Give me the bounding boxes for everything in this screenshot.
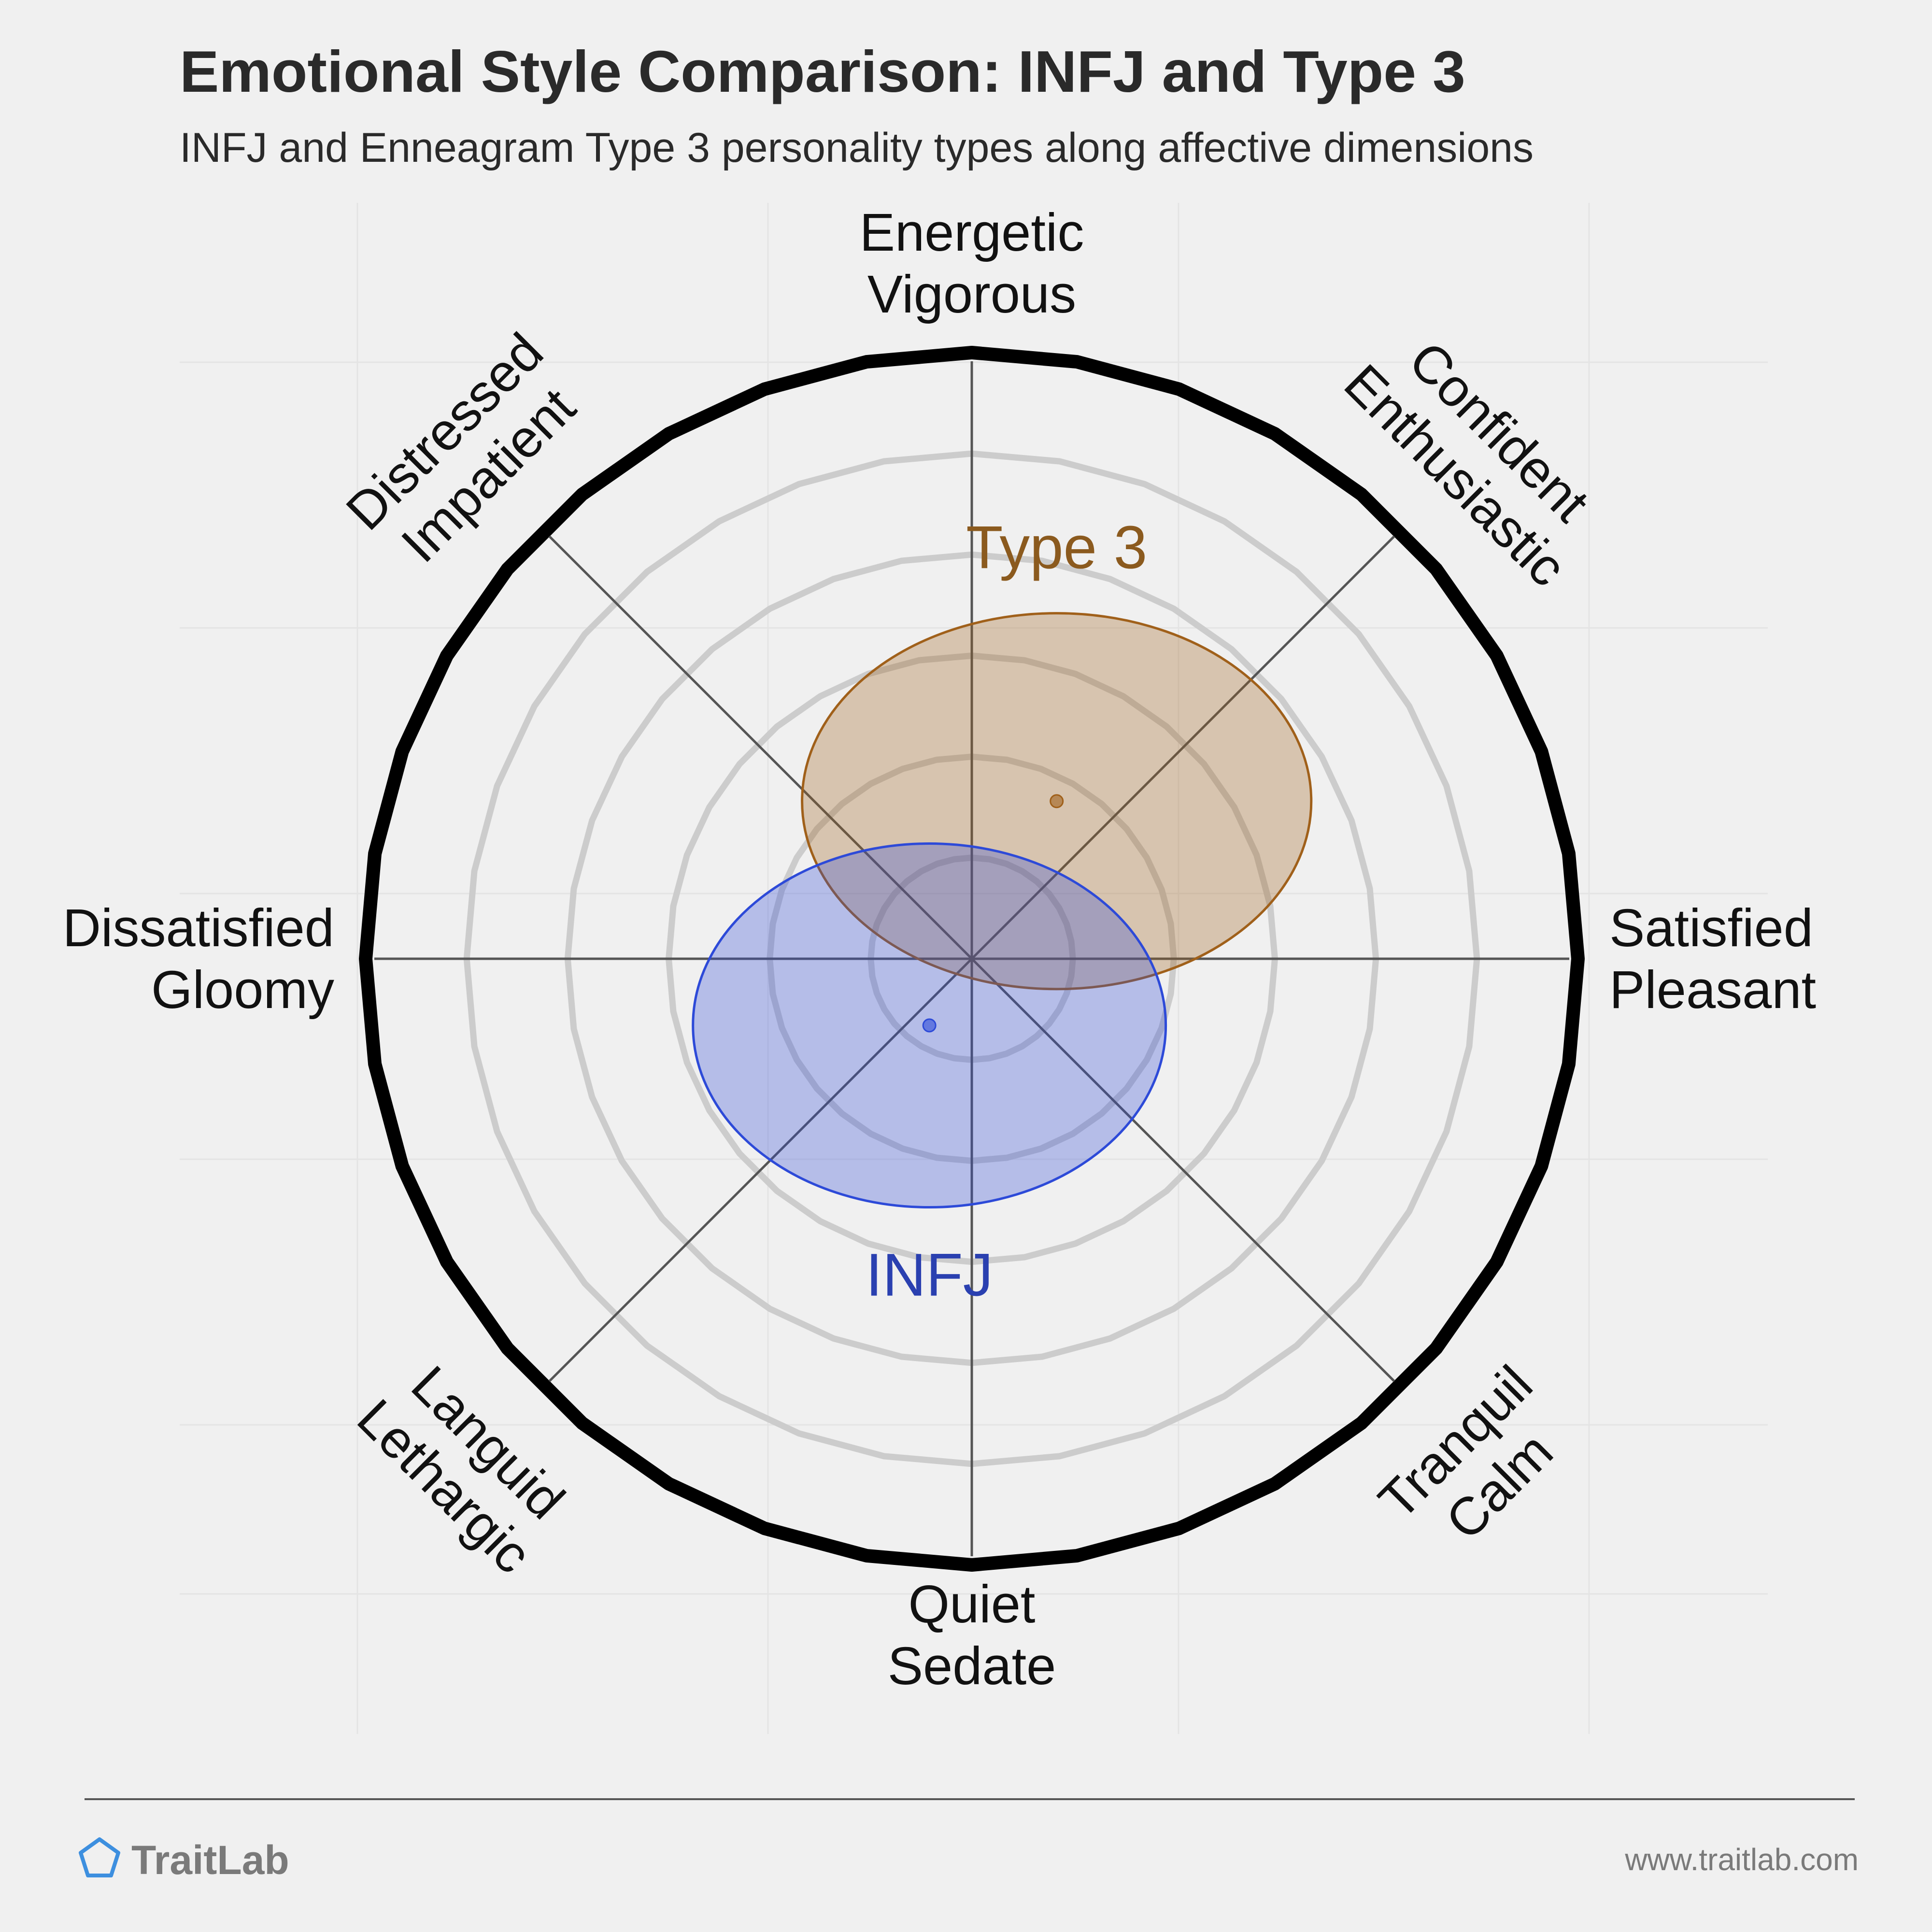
type3-series-label: Type 3 <box>966 514 1147 582</box>
axis-label-0: Energetic Vigorous <box>860 203 1084 324</box>
infj-series-label: INFJ <box>866 1242 993 1309</box>
brand-name: TraitLab <box>131 1837 289 1883</box>
axis-label-text-4: Quiet Sedate <box>888 1575 1056 1696</box>
traitlab-logo-icon <box>79 1837 120 1877</box>
axis-label-6: Dissatisfied Gloomy <box>63 898 334 1020</box>
axis-label-line: Gloomy <box>151 960 334 1020</box>
background-grid <box>180 203 1768 1734</box>
type3-center-point <box>1050 794 1064 809</box>
radar-axes <box>374 361 1569 1556</box>
axis-label-line: Dissatisfied <box>63 898 334 958</box>
axis-label-line: Satisfied <box>1609 898 1813 958</box>
axis-label-text-2: Satisfied Pleasant <box>1609 898 1816 1020</box>
outer-ring <box>359 346 1585 1572</box>
website-url: www.traitlab.com <box>1624 1842 1859 1877</box>
axis-label-line: Vigorous <box>867 265 1076 324</box>
axis-label-line: Sedate <box>888 1636 1056 1696</box>
axis-label-line: Energetic <box>860 203 1084 262</box>
series-layer: Type 3 INFJ <box>692 514 1313 1309</box>
chart-subtitle: INFJ and Enneagram Type 3 personality ty… <box>180 125 1534 171</box>
axis-label-text-0: Energetic Vigorous <box>860 203 1084 324</box>
infj-center-point <box>922 1018 937 1033</box>
axis-label-text-6: Dissatisfied Gloomy <box>63 898 334 1020</box>
axis-label-4: Quiet Sedate <box>888 1575 1056 1696</box>
chart-title: Emotional Style Comparison: INFJ and Typ… <box>180 39 1465 104</box>
axis-line-3 <box>548 535 1395 1382</box>
axis-label-line: Quiet <box>909 1575 1036 1634</box>
axis-label-2: Satisfied Pleasant <box>1609 898 1816 1020</box>
axis-label-line: Pleasant <box>1609 960 1816 1020</box>
